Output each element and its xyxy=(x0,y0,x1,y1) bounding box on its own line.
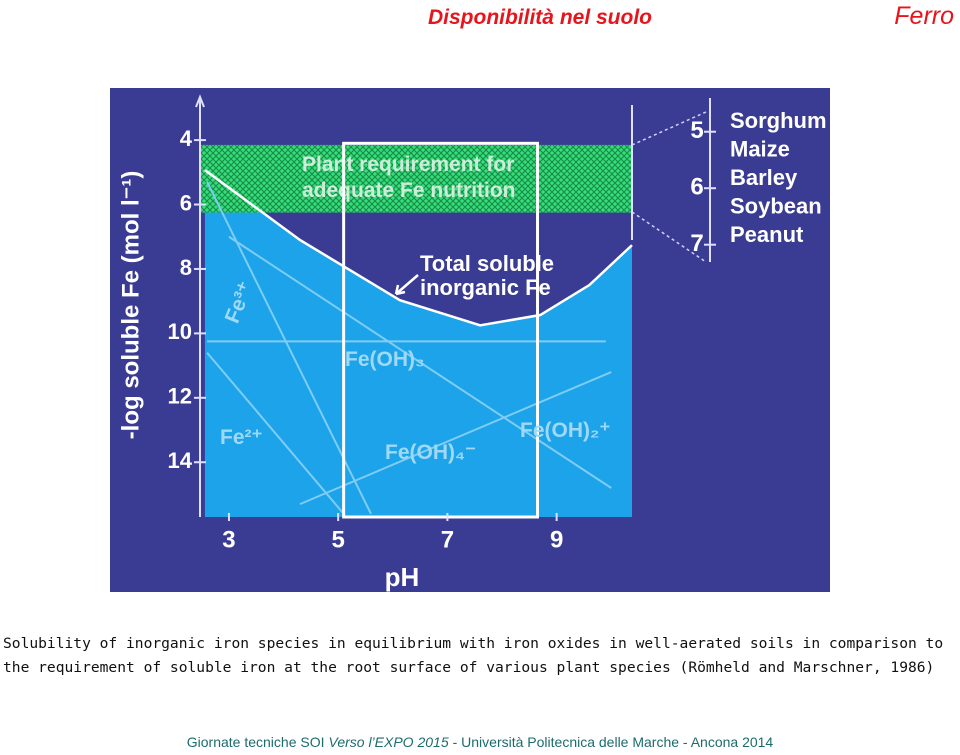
y-tick-label: 12 xyxy=(168,384,192,409)
x-tick-label: 3 xyxy=(222,526,235,553)
label-arrow xyxy=(394,274,419,296)
y-tick-label: 14 xyxy=(168,448,193,473)
footer: Giornate tecniche SOI Verso l’EXPO 2015- … xyxy=(0,734,960,750)
species-line xyxy=(228,235,612,489)
plant-label: Sorghum xyxy=(730,108,827,133)
species-label: Fe(OH)₃ xyxy=(345,348,425,371)
highlight-box xyxy=(342,141,540,519)
y-axis-label: -log soluble Fe (mol l⁻¹) xyxy=(117,171,144,440)
y2-tick-label: 5 xyxy=(690,117,703,144)
connector-lines xyxy=(631,111,707,263)
plant-label: Soybean xyxy=(730,193,822,218)
x-tick-label: 5 xyxy=(331,526,344,553)
requirement-band-hatch xyxy=(200,144,632,213)
footer-text: Giornate tecniche SOI xyxy=(186,734,325,750)
x-axis-label: pH xyxy=(385,562,420,592)
y-axis-arrow xyxy=(195,94,205,108)
plant-label: Maize xyxy=(730,136,790,161)
curve-label: Total soluble inorganic Fe xyxy=(420,251,555,300)
area xyxy=(204,170,633,517)
x-tick-label: 7 xyxy=(441,526,454,553)
plant-label: Peanut xyxy=(730,222,804,247)
y2-tick-label: 7 xyxy=(690,230,703,257)
species-label: Fe(OH)₄⁻ xyxy=(385,441,477,464)
y-tick-label: 6 xyxy=(180,190,192,215)
y-tick-label: 10 xyxy=(168,319,192,344)
slide-topic: Ferro xyxy=(894,2,954,30)
x-tick-label: 9 xyxy=(550,526,563,553)
footer-italic: Verso l’EXPO 2015 xyxy=(328,734,449,750)
slide-title: Disponibilità nel suolo xyxy=(427,6,652,29)
y-tick-label: 8 xyxy=(180,255,192,280)
y2-tick-label: 6 xyxy=(690,174,703,201)
species-line xyxy=(206,352,345,515)
band-label: Plant requirement for adequate Fe nutrit… xyxy=(302,153,516,202)
footer-text: - Università Politecnica delle Marche - … xyxy=(452,734,774,750)
total-curve xyxy=(204,169,633,327)
species-label: Fe²⁺ xyxy=(220,426,263,449)
caption: Solubility of inorganic iron species in … xyxy=(3,635,944,676)
species-line xyxy=(299,371,612,506)
species-label: Fe(OH)₂⁺ xyxy=(520,419,611,442)
y-tick-label: 4 xyxy=(180,126,193,151)
plant-label: Barley xyxy=(730,165,798,190)
